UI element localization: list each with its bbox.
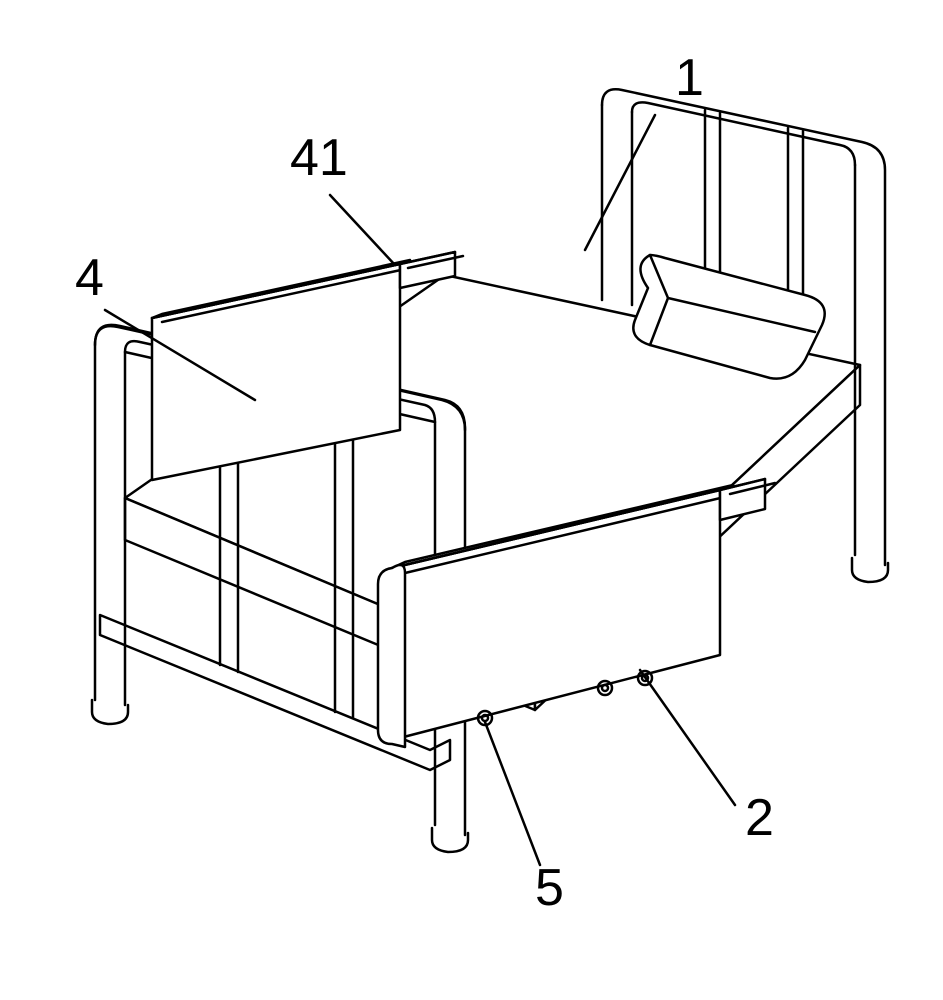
foot-left <box>92 700 128 724</box>
leader-line-2 <box>640 670 735 805</box>
callout-label-5: 5 <box>535 859 564 917</box>
foot-right-front <box>432 828 468 852</box>
callout-label-41: 41 <box>290 129 348 187</box>
head-foot-right <box>852 558 888 582</box>
front-rail-cap <box>378 565 405 747</box>
callout-label-1: 1 <box>675 49 704 107</box>
callout-label-2: 2 <box>745 789 774 847</box>
bolt-2-inner <box>602 685 608 691</box>
leader-line-41 <box>330 195 395 265</box>
leader-line-1 <box>585 115 655 250</box>
leader-line-5 <box>485 722 540 865</box>
callout-label-4: 4 <box>75 249 104 307</box>
bolt-1-inner <box>482 715 488 721</box>
